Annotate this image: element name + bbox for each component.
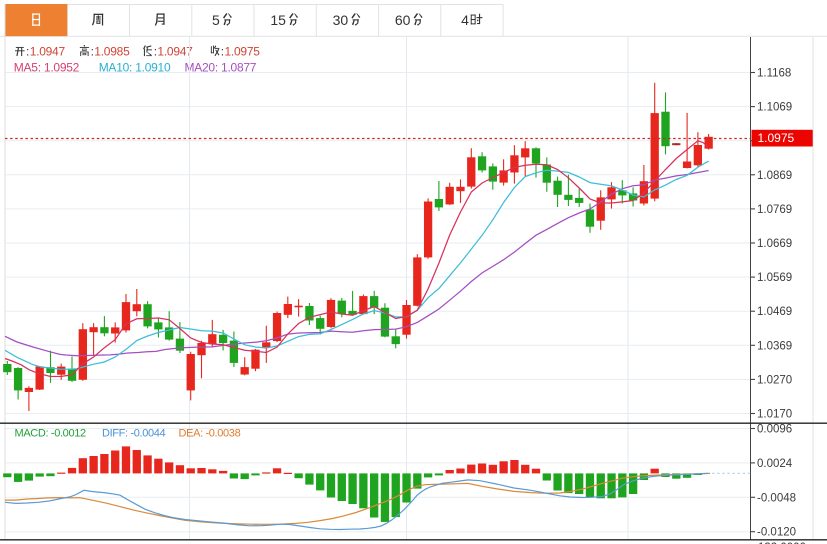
- svg-text:1.1069: 1.1069: [757, 102, 792, 114]
- svg-text:132.0000: 132.0000: [758, 542, 806, 544]
- svg-text:1.0569: 1.0569: [757, 272, 792, 284]
- svg-text:DEA: -0.0038: DEA: -0.0038: [179, 428, 241, 440]
- svg-text:1.0170: 1.0170: [757, 409, 792, 421]
- svg-text::: :: [91, 44, 94, 58]
- svg-text:1.0985: 1.0985: [94, 44, 130, 58]
- svg-text:MA5: 1.0952: MA5: 1.0952: [14, 60, 80, 74]
- svg-text:15: 15: [270, 12, 286, 28]
- svg-text:1.0669: 1.0669: [757, 238, 792, 250]
- svg-text:1.0975: 1.0975: [225, 44, 261, 58]
- svg-text::: :: [26, 44, 29, 58]
- svg-text::: :: [154, 44, 157, 58]
- svg-text:1.0369: 1.0369: [757, 340, 792, 352]
- svg-text:DIFF: -0.0044: DIFF: -0.0044: [102, 428, 166, 440]
- svg-text:0.0024: 0.0024: [757, 458, 793, 470]
- svg-text:0.0096: 0.0096: [757, 424, 792, 436]
- svg-text:1.0975: 1.0975: [758, 131, 795, 145]
- svg-text:1.0947: 1.0947: [157, 44, 193, 58]
- svg-text:4: 4: [461, 12, 469, 28]
- svg-text:MACD: -0.0012: MACD: -0.0012: [15, 428, 86, 440]
- svg-text:1.0769: 1.0769: [757, 204, 792, 216]
- svg-text:1.1168: 1.1168: [757, 68, 791, 80]
- svg-text:1.0869: 1.0869: [757, 170, 792, 182]
- svg-text:1.0947: 1.0947: [30, 44, 66, 58]
- svg-text:MA20: 1.0877: MA20: 1.0877: [185, 60, 257, 74]
- svg-text:1.0469: 1.0469: [757, 306, 792, 318]
- svg-text:30: 30: [333, 12, 349, 28]
- svg-text:-0.0120: -0.0120: [757, 527, 796, 539]
- svg-text:MA10: 1.0910: MA10: 1.0910: [99, 60, 171, 74]
- svg-text:1.0270: 1.0270: [757, 374, 792, 386]
- svg-text:5: 5: [212, 12, 220, 28]
- svg-text:-0.0048: -0.0048: [757, 492, 796, 504]
- svg-text::: :: [221, 44, 224, 58]
- svg-text:60: 60: [395, 12, 411, 28]
